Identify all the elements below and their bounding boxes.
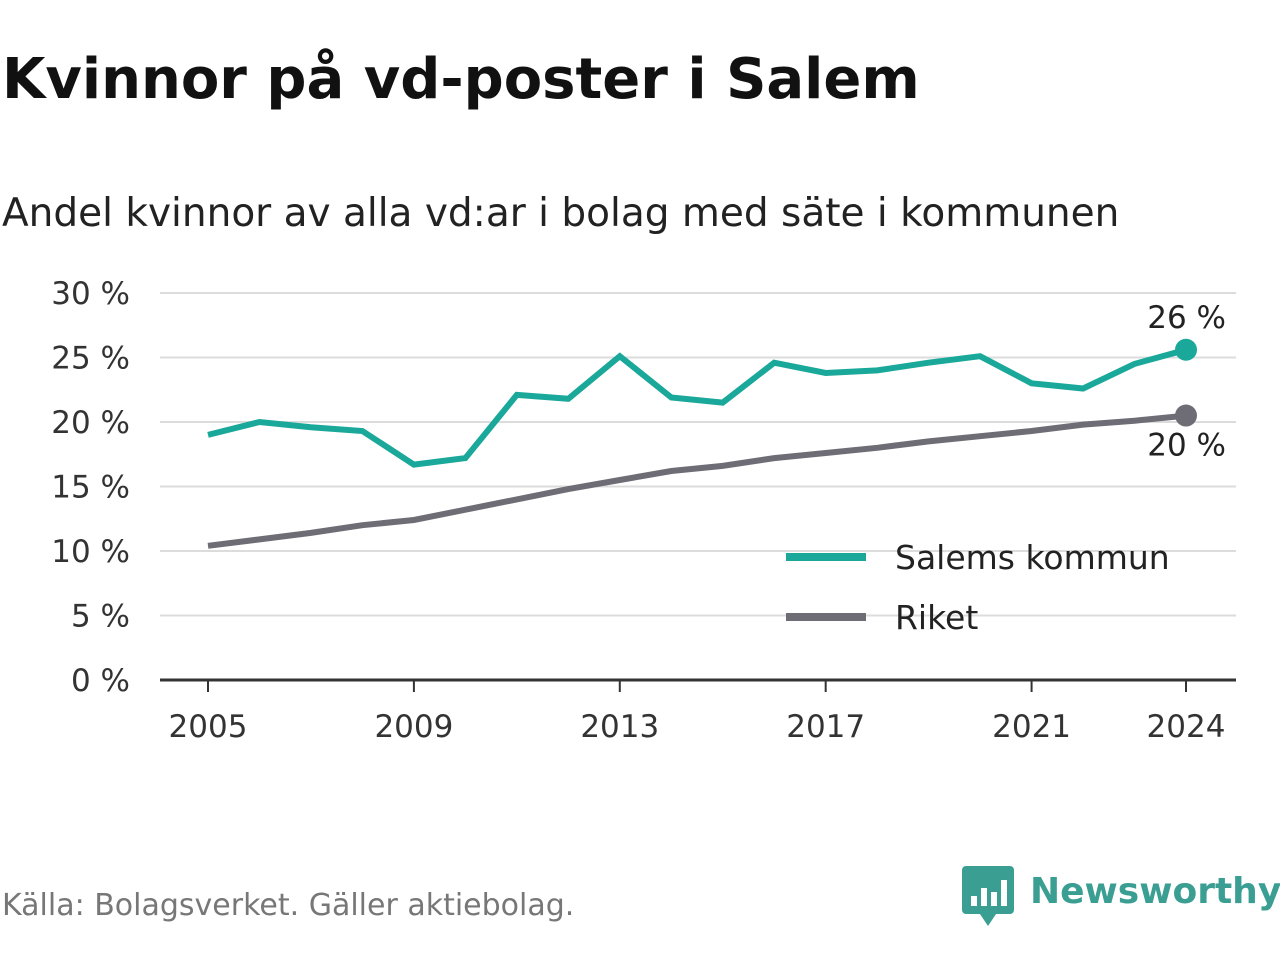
brand-name: Newsworthy xyxy=(1030,870,1280,912)
newsworthy-logo-icon xyxy=(962,866,1014,926)
x-tick-label: 2009 xyxy=(374,709,453,745)
brand-logo: Newsworthy xyxy=(962,864,1280,928)
legend-label: Salems kommun xyxy=(895,538,1170,577)
x-tick-label: 2024 xyxy=(1147,709,1226,745)
end-value-label: 20 % xyxy=(1147,428,1226,464)
legend-label: Riket xyxy=(895,598,978,637)
end-value-label: 26 % xyxy=(1147,300,1226,336)
series-line-salem xyxy=(207,346,1187,468)
y-tick-label: 10 % xyxy=(51,534,130,570)
source-note: Källa: Bolagsverket. Gäller aktiebolag. xyxy=(2,888,575,923)
x-tick-label: 2021 xyxy=(992,709,1071,745)
end-point-marker xyxy=(1175,404,1197,427)
chart-title: Kvinnor på vd-poster i Salem xyxy=(2,47,920,112)
y-tick-label: 5 % xyxy=(71,599,130,635)
x-axis: 2005 2009 2013 2017 2021 2024 xyxy=(160,678,1236,745)
x-tick-label: 2013 xyxy=(580,709,659,745)
y-tick-label: 30 % xyxy=(51,276,130,312)
series-line-riket xyxy=(207,412,1187,549)
chart-subtitle: Andel kvinnor av alla vd:ar i bolag med … xyxy=(2,191,1120,236)
x-tick-label: 2005 xyxy=(169,709,248,745)
legend: Salems kommun Riket xyxy=(786,538,1170,637)
x-tick-label: 2017 xyxy=(786,709,865,745)
y-tick-label: 20 % xyxy=(51,405,130,441)
y-tick-label: 15 % xyxy=(51,470,130,506)
y-axis: 0 % 5 % 10 % 15 % 20 % 25 % 30 % xyxy=(51,276,130,699)
y-tick-label: 0 % xyxy=(71,663,130,699)
end-point-marker xyxy=(1175,338,1197,361)
y-tick-label: 25 % xyxy=(51,341,130,377)
series-lines: 20 % 26 % xyxy=(207,300,1226,549)
gridlines xyxy=(160,292,1236,617)
